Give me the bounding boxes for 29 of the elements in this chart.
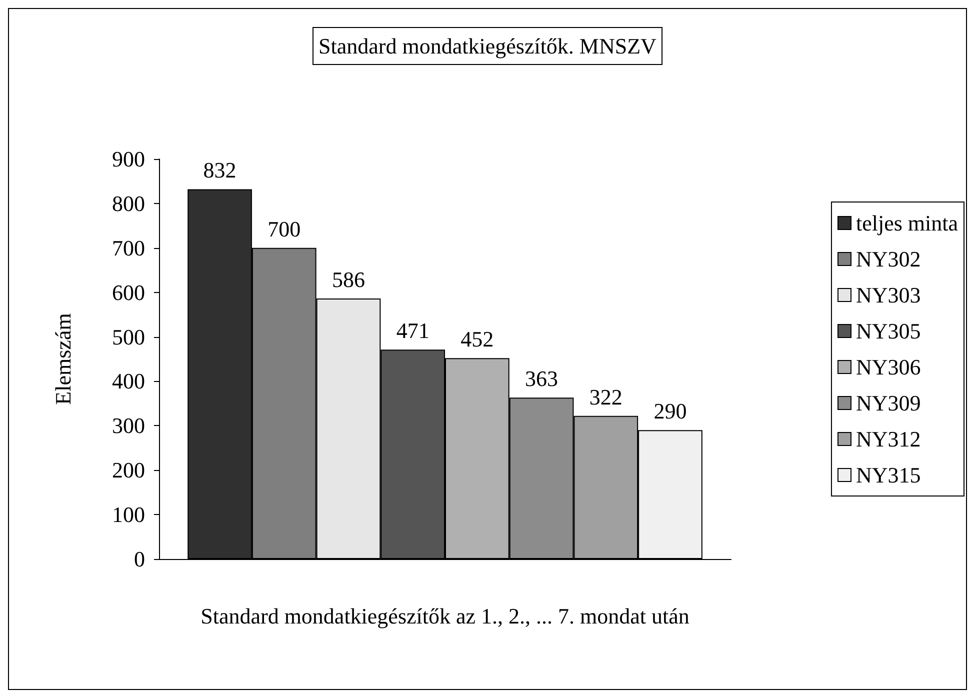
legend-label: NY305 (856, 318, 921, 344)
y-tick-label: 600 (112, 280, 145, 305)
data-label: 832 (203, 158, 236, 183)
legend-label: NY315 (856, 462, 921, 488)
data-label: 700 (268, 216, 301, 242)
y-tick-label: 100 (112, 502, 145, 528)
y-axis-title: Elemszám (50, 313, 76, 405)
legend-label: NY306 (856, 354, 921, 380)
y-tick-label: 900 (112, 146, 145, 172)
legend-label: NY302 (856, 246, 921, 272)
y-tick-label: 0 (134, 546, 145, 572)
legend-label: NY312 (856, 426, 921, 452)
y-tick-label: 400 (112, 368, 145, 394)
data-label: 471 (396, 318, 430, 344)
legend-label: teljes minta (856, 210, 958, 236)
x-axis-title: Standard mondatkiegészítők az 1., 2., ... 7. mondat után (200, 604, 690, 628)
y-tick-label: 300 (112, 413, 145, 438)
y-tick-label: 200 (112, 458, 145, 483)
y-tick-label: 500 (112, 324, 145, 350)
data-label: 290 (654, 398, 687, 424)
data-label: 452 (460, 326, 494, 352)
chart-title: Standard mondatkiegészítők. MNSZV (318, 34, 657, 58)
data-label: 322 (589, 384, 622, 410)
data-label: 586 (332, 267, 365, 292)
legend-label: NY309 (856, 390, 921, 416)
legend-label: NY303 (856, 282, 921, 308)
data-label: 363 (525, 366, 558, 392)
y-tick-label: 800 (112, 190, 145, 216)
y-tick-label: 700 (112, 235, 145, 260)
